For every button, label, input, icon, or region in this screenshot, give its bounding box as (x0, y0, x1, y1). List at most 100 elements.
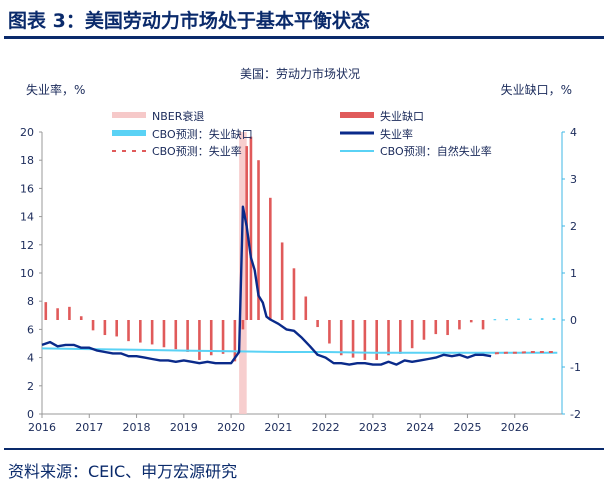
gap-bar (410, 320, 414, 349)
legend-swatch-cbo-gap (112, 130, 146, 136)
right-tick-label: 1 (570, 267, 577, 280)
unemployment-rate-line (41, 205, 492, 366)
cbo-gap-bar (517, 318, 520, 320)
gap-bar (103, 320, 107, 336)
gap-bar (280, 242, 284, 320)
gap-bar (162, 320, 166, 348)
legend-label-cbo-gap: CBO预测：失业缺口 (152, 127, 253, 141)
gap-bar (351, 320, 355, 358)
natural-rate-line (41, 347, 558, 354)
gap-bar (469, 320, 473, 323)
left-tick-label: 2 (27, 380, 34, 393)
gap-bar (150, 320, 154, 345)
x-tick-label: 2021 (264, 421, 292, 434)
left-tick-label: 12 (20, 239, 34, 252)
gap-bar (481, 320, 485, 330)
left-tick-label: 8 (27, 295, 34, 308)
gap-bar (139, 320, 142, 343)
x-tick-label: 2026 (501, 421, 529, 434)
recession-band-layer (239, 132, 247, 414)
gap-bar (328, 320, 331, 344)
gap-bar (434, 320, 438, 335)
legend-swatch-gap (340, 112, 374, 118)
right-tick-labels: -2 -1 0 1 2 3 4 (562, 126, 581, 421)
chart-svg: 美国：劳动力市场状况 失业率，% 失业缺口，% 0246810121416182… (20, 66, 581, 434)
figure-title: 图表 3：美国劳动力市场处于基本平衡状态 (8, 10, 370, 32)
gap-bar (458, 320, 461, 330)
x-tick-label: 2016 (28, 421, 56, 434)
left-tick-labels: 0 2 4 6 8 10 12 14 16 18 20 (20, 126, 42, 421)
gap-bar (363, 320, 367, 360)
title-rule (4, 36, 604, 39)
gap-bar (316, 320, 319, 328)
gap-bar (375, 320, 378, 360)
right-tick-label: 0 (570, 314, 577, 327)
left-tick-label: 0 (27, 408, 34, 421)
gap-bar (257, 160, 260, 320)
x-tick-labels: 2016 2017 2018 2019 2020 2021 2022 2023 2024 2025… (28, 414, 529, 434)
x-tick-label: 2018 (123, 421, 151, 434)
cbo-gap-bar (505, 319, 508, 321)
gap-bar (241, 320, 245, 330)
gap-bar (91, 320, 95, 331)
x-tick-label: 2017 (75, 421, 103, 434)
right-tick-label: -1 (570, 361, 581, 374)
left-tick-label: 6 (27, 323, 34, 336)
cbo-gap-bar (529, 318, 532, 320)
chart-title: 美国：劳动力市场状况 (240, 66, 360, 81)
right-axis-label: 失业缺口，% (501, 82, 572, 97)
gap-bar (387, 320, 390, 356)
x-tick-label: 2023 (359, 421, 387, 434)
gap-bar (446, 320, 449, 336)
left-tick-label: 10 (20, 267, 34, 280)
figure-header: 图表 3：美国劳动力市场处于基本平衡状态 (0, 0, 608, 38)
gap-bar (174, 320, 178, 350)
lines-layer (41, 205, 558, 366)
x-tick-label: 2022 (312, 421, 340, 434)
gap-bar (56, 308, 59, 320)
gap-bar (68, 306, 71, 320)
gap-bar (127, 320, 130, 342)
source-note: 资料来源：CEIC、申万宏源研究 (8, 462, 238, 481)
gap-bars-layer (44, 136, 556, 362)
x-tick-label: 2025 (453, 421, 481, 434)
right-tick-label: 3 (570, 173, 577, 186)
gap-bar (269, 197, 272, 320)
gap-bar (399, 320, 402, 354)
left-tick-label: 4 (27, 352, 34, 365)
cbo-gap-bar (552, 318, 556, 320)
left-tick-label: 16 (20, 182, 34, 195)
x-tick-label: 2020 (217, 421, 245, 434)
gap-bar (304, 296, 308, 320)
right-tick-label: -2 (570, 408, 581, 421)
gap-bar (44, 302, 48, 320)
recession-band (239, 132, 247, 414)
cbo-gap-bar (540, 318, 544, 320)
gap-bar (221, 320, 225, 354)
gap-bar (209, 320, 213, 356)
gap-bar (422, 320, 426, 340)
legend-label-natural-rate: CBO预测：自然失业率 (380, 144, 492, 158)
footer-rule (4, 448, 604, 450)
legend-label-unemployment: 失业率 (380, 127, 413, 141)
right-tick-label: 4 (570, 126, 577, 139)
legend-label-recession: NBER衰退 (152, 109, 204, 123)
gap-bar (198, 320, 201, 360)
legend-swatch-recession (112, 112, 146, 118)
legend-label-cbo-unemployment: CBO预测：失业率 (152, 144, 242, 158)
left-tick-label: 20 (20, 126, 34, 139)
gap-bar (292, 268, 296, 320)
gap-bar (339, 320, 343, 356)
right-tick-label: 2 (570, 220, 577, 233)
legend-label-gap: 失业缺口 (380, 109, 424, 123)
cbo-unemployment-line (494, 351, 554, 355)
gap-bar (233, 320, 237, 362)
gap-bar (249, 136, 253, 320)
cbo-gap-bar (493, 319, 497, 321)
x-tick-label: 2024 (406, 421, 434, 434)
left-tick-label: 18 (20, 154, 34, 167)
left-tick-label: 14 (20, 211, 34, 224)
gap-bar (115, 320, 118, 337)
x-tick-label: 2019 (170, 421, 198, 434)
